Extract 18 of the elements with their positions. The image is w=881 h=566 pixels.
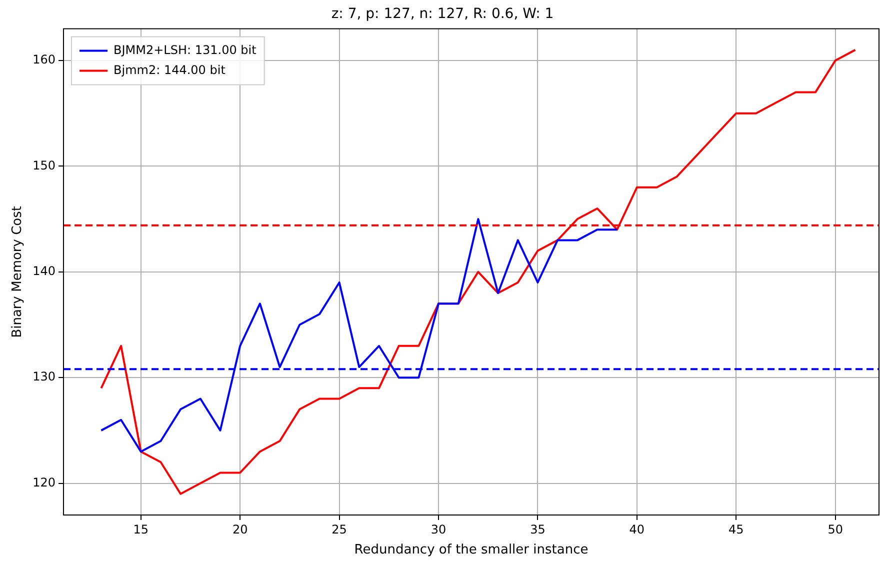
y-tick-label: 160	[32, 52, 56, 67]
x-tick-label: 45	[728, 522, 744, 536]
x-tick-label: 40	[629, 522, 645, 536]
x-tick-label: 15	[133, 522, 149, 536]
x-tick-label: 50	[828, 522, 843, 536]
y-tick-label: 150	[32, 158, 56, 172]
x-axis-title: Redundancy of the smaller instance	[354, 542, 588, 558]
x-tick-label: 25	[332, 522, 347, 536]
y-tick-label: 120	[32, 475, 56, 490]
legend-label: BJMM2+LSH: 131.00 bit	[114, 42, 257, 57]
x-tick-label: 30	[430, 522, 446, 536]
legend-label: Bjmm2: 144.00 bit	[114, 62, 226, 77]
x-tick-label: 35	[530, 522, 546, 536]
x-tick-label: 20	[232, 522, 248, 536]
y-tick-label: 140	[32, 264, 56, 278]
y-tick-label: 130	[32, 370, 56, 384]
chart-title: z: 7, p: 127, n: 127, R: 0.6, W: 1	[331, 6, 554, 22]
y-axis-title: Binary Memory Cost	[10, 206, 26, 338]
